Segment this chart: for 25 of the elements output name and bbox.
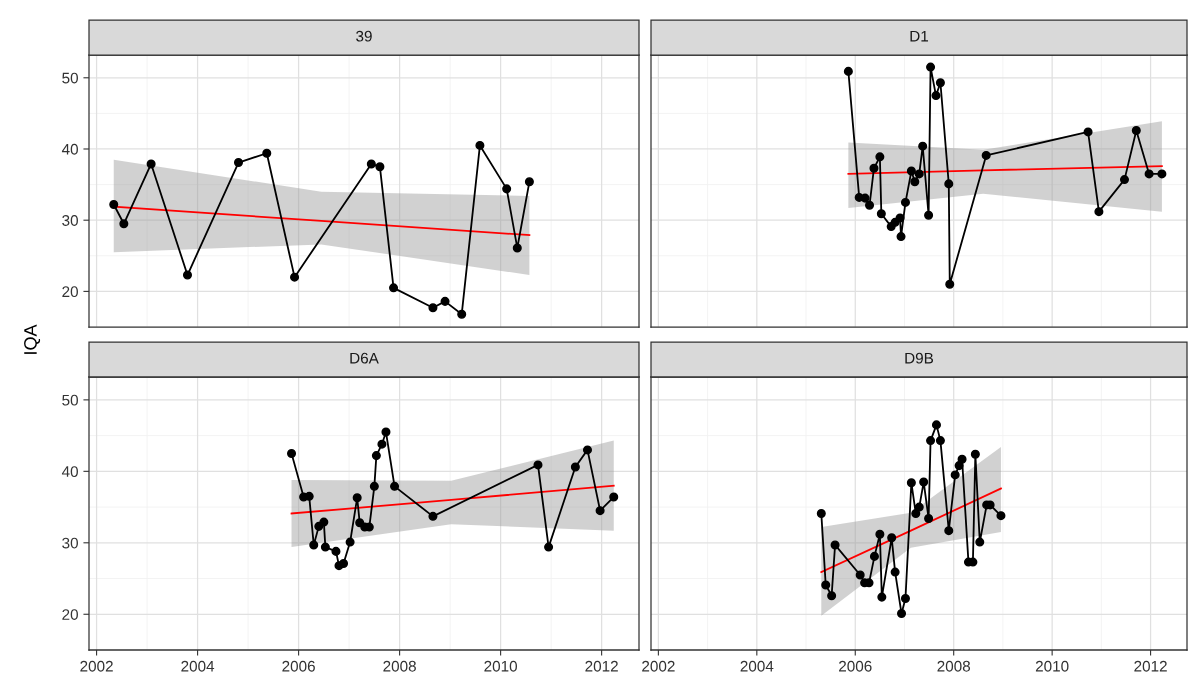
y-tick-label: 50 [62,72,78,84]
x-tick-label: 2010 [484,660,518,672]
y-tick-label: 40 [61,143,78,155]
x-tick-label: 2002 [642,660,675,672]
x-tick-label: 2006 [282,660,315,672]
x-tick-label: 2006 [839,660,872,672]
y-axis-title: IQA [24,324,41,354]
y-tick-label: 50 [62,394,78,406]
y-tick-label: 20 [62,286,78,298]
x-tick-label: 2008 [383,660,416,672]
x-tick-label: 2004 [181,660,215,672]
x-tick-label: 2012 [585,660,618,672]
x-tick-label: 2002 [80,660,113,672]
chart-title: D9B [905,352,934,364]
chart-title: 39 [356,30,372,42]
y-tick-label: 20 [62,609,78,620]
x-tick-label: 2012 [1134,660,1167,672]
x-tick-label: 2010 [1035,660,1069,672]
x-tick-label: 2008 [937,660,971,672]
y-tick-label: 30 [62,215,78,226]
chart-title: D1 [910,30,929,42]
y-tick-label: 30 [62,537,78,549]
x-tick-label: 2004 [740,660,774,672]
chart-title: D6A [350,352,379,364]
y-tick-label: 40 [61,466,78,478]
